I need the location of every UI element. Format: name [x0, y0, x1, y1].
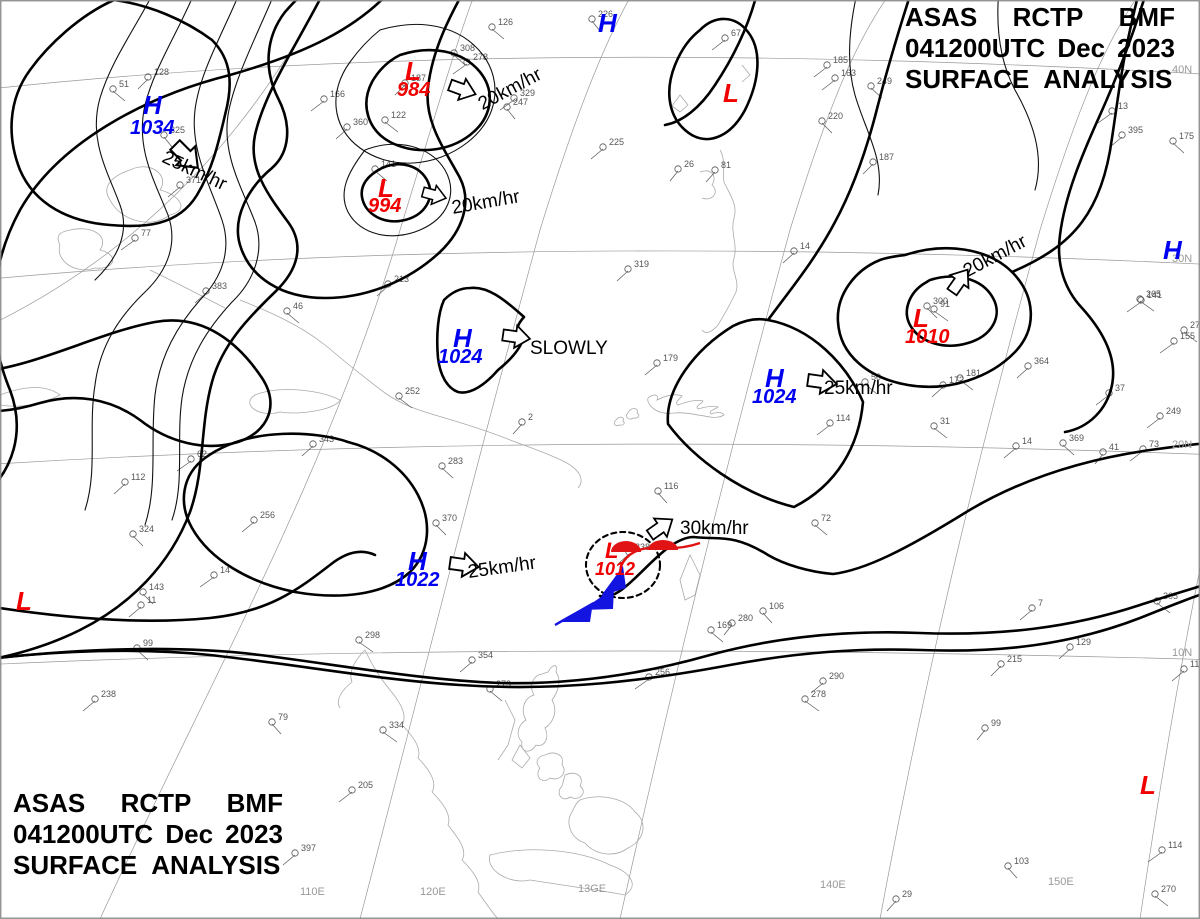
svg-text:46: 46 [293, 301, 303, 311]
svg-text:278: 278 [473, 52, 488, 62]
svg-text:220: 220 [828, 111, 843, 121]
svg-text:298: 298 [365, 630, 380, 640]
svg-text:300: 300 [933, 296, 948, 306]
svg-text:370: 370 [442, 513, 457, 523]
svg-text:112: 112 [131, 472, 145, 482]
svg-text:2: 2 [528, 412, 533, 422]
svg-text:73: 73 [1149, 439, 1159, 449]
svg-text:319: 319 [634, 259, 649, 269]
svg-text:41: 41 [1109, 442, 1119, 452]
svg-text:10N: 10N [1172, 647, 1192, 659]
svg-text:29: 29 [902, 889, 912, 899]
svg-text:72: 72 [821, 513, 831, 523]
svg-text:79: 79 [278, 712, 288, 722]
svg-text:14: 14 [800, 241, 810, 251]
svg-text:126: 126 [498, 17, 513, 27]
svg-text:11: 11 [147, 595, 156, 605]
svg-text:116: 116 [664, 481, 678, 491]
svg-text:77: 77 [141, 228, 151, 238]
svg-text:150E: 150E [1048, 876, 1074, 888]
svg-text:175: 175 [1179, 131, 1194, 141]
svg-text:205: 205 [358, 780, 373, 790]
svg-text:122: 122 [391, 110, 406, 120]
svg-text:51: 51 [119, 79, 129, 89]
svg-text:215: 215 [1007, 654, 1022, 664]
svg-text:155: 155 [1180, 331, 1195, 341]
svg-text:13GE: 13GE [578, 883, 606, 895]
svg-text:334: 334 [389, 720, 404, 730]
svg-text:120E: 120E [420, 886, 446, 898]
svg-text:185: 185 [833, 55, 848, 65]
svg-text:20N: 20N [1172, 439, 1192, 451]
svg-text:13: 13 [1118, 101, 1128, 111]
svg-text:99: 99 [143, 638, 153, 648]
svg-text:31: 31 [940, 416, 950, 426]
svg-text:364: 364 [1034, 356, 1049, 366]
svg-text:81: 81 [721, 160, 731, 170]
svg-text:110E: 110E [300, 886, 325, 898]
svg-text:360: 360 [353, 117, 368, 127]
svg-text:187: 187 [879, 152, 894, 162]
svg-text:141: 141 [1147, 290, 1162, 300]
svg-text:249: 249 [1166, 406, 1181, 416]
svg-text:290: 290 [829, 671, 844, 681]
svg-text:324: 324 [139, 524, 154, 534]
svg-text:225: 225 [609, 137, 624, 147]
svg-text:169: 169 [717, 620, 732, 630]
svg-text:179: 179 [663, 353, 678, 363]
svg-text:354: 354 [478, 650, 493, 660]
svg-text:67: 67 [731, 28, 741, 38]
svg-text:40N: 40N [1172, 64, 1192, 76]
svg-text:278: 278 [811, 689, 826, 699]
svg-text:252: 252 [405, 386, 420, 396]
svg-text:256: 256 [260, 510, 275, 520]
svg-text:166: 166 [330, 89, 345, 99]
svg-text:283: 283 [448, 456, 463, 466]
svg-text:129: 129 [1076, 637, 1091, 647]
svg-text:99: 99 [991, 718, 1001, 728]
svg-text:116: 116 [1190, 659, 1200, 669]
svg-text:114: 114 [836, 413, 850, 423]
svg-text:140E: 140E [820, 879, 846, 891]
svg-text:277: 277 [1190, 320, 1200, 330]
svg-text:395: 395 [1128, 125, 1143, 135]
svg-text:397: 397 [301, 843, 316, 853]
svg-text:143: 143 [149, 582, 164, 592]
svg-text:37: 37 [1115, 383, 1125, 393]
svg-text:163: 163 [841, 68, 856, 78]
svg-text:280: 280 [738, 613, 753, 623]
svg-text:114: 114 [1168, 840, 1182, 850]
svg-text:106: 106 [769, 601, 784, 611]
svg-text:238: 238 [101, 689, 116, 699]
svg-text:369: 369 [1069, 433, 1084, 443]
svg-text:14: 14 [1022, 436, 1032, 446]
svg-text:7: 7 [1038, 598, 1043, 608]
svg-text:26: 26 [684, 159, 694, 169]
svg-text:270: 270 [1161, 884, 1176, 894]
svg-text:103: 103 [1014, 856, 1029, 866]
